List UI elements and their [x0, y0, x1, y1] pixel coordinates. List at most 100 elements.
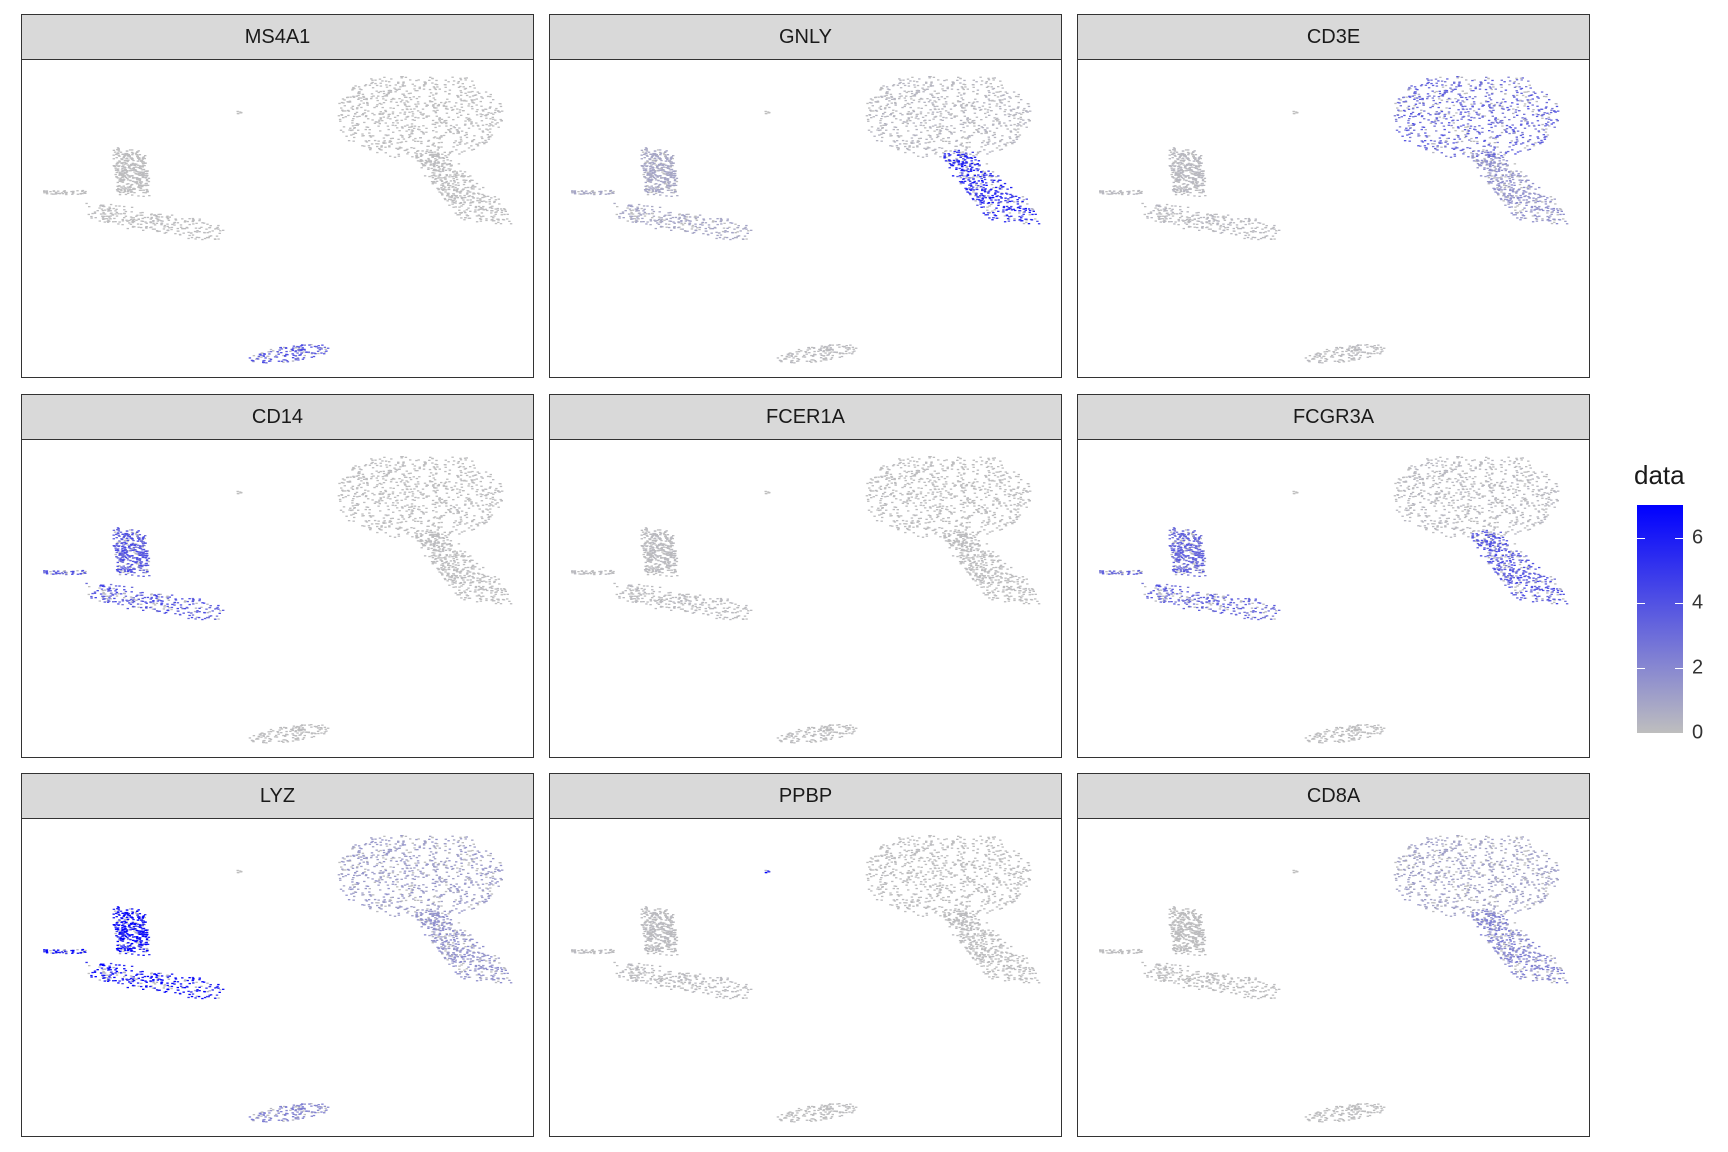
scatter-point — [388, 145, 391, 147]
scatter-point — [789, 352, 792, 354]
scatter-point — [299, 345, 303, 347]
scatter-point — [456, 197, 459, 199]
scatter-point — [1519, 77, 1523, 79]
scatter-point — [115, 157, 118, 159]
scatter-point — [977, 130, 980, 133]
scatter-point — [1192, 156, 1195, 158]
scatter-point — [667, 185, 670, 187]
scatter-point — [600, 190, 603, 193]
scatter-point — [452, 132, 455, 135]
scatter-point — [983, 189, 987, 191]
scatter-point — [882, 124, 885, 126]
scatter-point — [1005, 125, 1008, 127]
scatter-point — [1500, 86, 1503, 88]
scatter-point — [971, 151, 974, 153]
scatter-point — [493, 220, 496, 222]
scatter-point — [673, 179, 677, 181]
scatter-point — [91, 212, 94, 215]
scatter-point — [993, 179, 996, 181]
scatter-point — [932, 140, 936, 143]
scatter-point — [117, 148, 120, 150]
scatter-point — [472, 102, 476, 104]
scatter-point — [377, 91, 380, 94]
scatter-point — [396, 119, 399, 121]
scatter-point — [1525, 91, 1528, 93]
scatter-point — [416, 110, 420, 112]
scatter-point — [962, 169, 965, 171]
scatter-point — [454, 202, 457, 204]
scatter-point — [361, 114, 364, 116]
scatter-point — [933, 105, 936, 108]
scatter-point — [1228, 222, 1232, 224]
scatter-point — [1440, 109, 1443, 112]
scatter-point — [658, 211, 661, 213]
scatter-point — [205, 228, 208, 230]
scatter-point — [976, 204, 979, 206]
scatter-point — [876, 100, 880, 102]
scatter-point — [716, 223, 719, 226]
scatter-point — [960, 104, 963, 106]
scatter-point — [442, 104, 446, 106]
scatter-point — [1018, 210, 1021, 212]
scatter-point — [152, 221, 155, 223]
scatter-point — [882, 132, 886, 134]
scatter-point — [666, 167, 670, 169]
scatter-point — [969, 163, 972, 165]
scatter-point — [906, 112, 909, 115]
scatter-point — [379, 111, 382, 113]
scatter-point — [674, 190, 677, 193]
scatter-point — [885, 97, 889, 99]
scatter-point — [351, 129, 354, 131]
scatter-point — [910, 116, 913, 118]
scatter-point — [129, 216, 133, 218]
scatter-point — [852, 348, 855, 350]
scatter-point — [723, 222, 726, 224]
scatter-point — [1014, 209, 1017, 212]
scatter-point — [624, 210, 627, 212]
scatter-point — [385, 134, 389, 137]
scatter-point — [410, 125, 414, 127]
scatter-point — [1187, 220, 1190, 222]
scatter-point — [452, 171, 455, 173]
scatter-point — [983, 176, 986, 178]
scatter-point — [1012, 108, 1015, 110]
scatter-point — [134, 182, 137, 184]
scatter-point — [621, 212, 625, 214]
scatter-point — [1176, 186, 1179, 188]
scatter-point — [117, 223, 120, 225]
scatter-point — [340, 107, 343, 109]
scatter-point — [434, 175, 437, 177]
scatter-point — [1545, 128, 1548, 130]
scatter-point — [498, 103, 501, 105]
scatter-point — [652, 167, 655, 169]
scatter-point — [822, 358, 825, 360]
plot-area — [549, 59, 1062, 378]
scatter-point — [122, 164, 125, 166]
scatter-point — [646, 161, 649, 163]
scatter-point — [664, 223, 668, 225]
scatter-point — [959, 151, 962, 153]
scatter-point — [419, 111, 422, 113]
scatter-point — [452, 185, 455, 188]
scatter-point — [442, 162, 446, 165]
scatter-point — [125, 170, 128, 172]
scatter-point — [131, 194, 134, 196]
scatter-point — [403, 85, 407, 87]
scatter-point — [1015, 138, 1019, 140]
scatter-point — [285, 350, 288, 353]
scatter-point — [670, 161, 673, 163]
scatter-point — [980, 119, 983, 121]
scatter-point — [469, 86, 472, 88]
scatter-point — [133, 164, 137, 167]
scatter-point — [828, 349, 832, 351]
scatter-point — [971, 186, 975, 188]
scatter-point — [988, 197, 992, 200]
scatter-point — [406, 124, 409, 126]
scatter-point — [889, 114, 892, 116]
scatter-point — [643, 157, 646, 159]
scatter-point — [1359, 354, 1362, 357]
scatter-point — [870, 102, 873, 104]
scatter-point — [1545, 96, 1548, 98]
scatter-point — [960, 142, 963, 144]
